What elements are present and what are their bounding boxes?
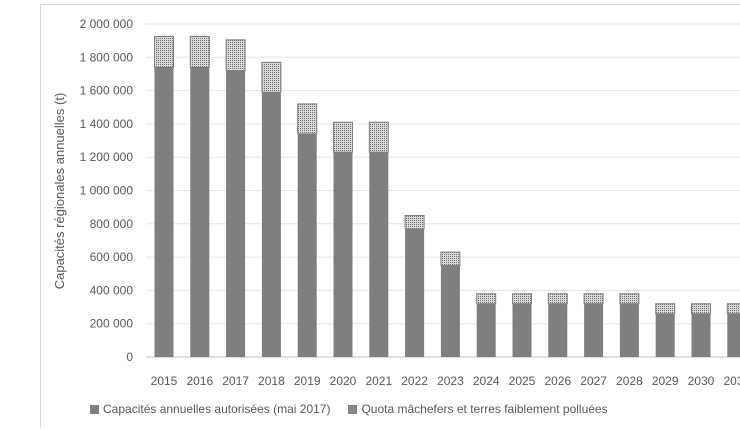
bar-authorized-2017 bbox=[226, 70, 246, 358]
x-tick-label: 2017 bbox=[222, 374, 249, 388]
x-tick-label: 2018 bbox=[258, 374, 285, 388]
bar-authorized-2020 bbox=[333, 152, 353, 357]
bar-authorized-2029 bbox=[655, 313, 675, 357]
x-tick-label: 2019 bbox=[294, 374, 321, 388]
x-tick-label: 2028 bbox=[616, 374, 643, 388]
y-tick-label: 1 000 000 bbox=[80, 184, 134, 198]
x-tick-label: 2022 bbox=[401, 374, 428, 388]
y-axis-ticks: 0 200 000 400 000 600 000 800 000 1 000 000 1 … bbox=[80, 17, 134, 364]
y-tick-label: 1 800 000 bbox=[80, 50, 134, 64]
bar-quota-2017 bbox=[225, 39, 246, 72]
y-axis-label: Capacités régionales annuelles (t) bbox=[52, 93, 67, 290]
bar-quota-2027 bbox=[583, 293, 604, 305]
x-tick-label: 2027 bbox=[580, 374, 607, 388]
y-tick-label: 1 400 000 bbox=[80, 117, 134, 131]
bar-quota-2030 bbox=[691, 303, 711, 315]
bar-quota-2025 bbox=[512, 293, 532, 305]
x-tick-label: 2016 bbox=[186, 374, 213, 388]
y-tick-label: 200 000 bbox=[90, 317, 134, 331]
y-tick-label: 0 bbox=[126, 350, 133, 364]
bar-authorized-2021 bbox=[369, 152, 389, 357]
y-tick-label: 1 600 000 bbox=[80, 84, 134, 98]
x-axis-ticks: 2015 2016 2017 2018 2019 2020 2021 2022 2023 2024… bbox=[151, 374, 740, 388]
x-tick-label: 2023 bbox=[437, 374, 464, 388]
y-tick-label: 2 000 000 bbox=[80, 17, 134, 31]
bar-authorized-2022 bbox=[405, 228, 425, 357]
bar-authorized-2028 bbox=[619, 303, 639, 357]
bar-quota-2023 bbox=[440, 251, 461, 266]
bar-quota-2024 bbox=[476, 293, 497, 305]
bar-quota-2020 bbox=[333, 121, 353, 153]
legend: Capacités annuelles autorisées (mai 2017… bbox=[90, 402, 608, 416]
bar-authorized-2026 bbox=[548, 303, 568, 357]
bar-quota-2015 bbox=[154, 35, 174, 68]
x-tick-label: 2020 bbox=[330, 374, 357, 388]
bar-authorized-2016 bbox=[190, 67, 210, 357]
legend-item-quota: Quota mâchefers et terres faiblement pol… bbox=[348, 402, 608, 416]
x-tick-label: 2031 bbox=[723, 374, 740, 388]
bar-authorized-2030 bbox=[691, 313, 711, 357]
bar-quota-2028 bbox=[619, 293, 640, 305]
bar-quota-2031 bbox=[726, 303, 740, 315]
bar-authorized-2019 bbox=[297, 133, 317, 357]
y-tick-label: 400 000 bbox=[90, 283, 134, 297]
x-tick-label: 2015 bbox=[151, 374, 178, 388]
bar-authorized-2023 bbox=[440, 265, 460, 357]
bar-authorized-2031 bbox=[727, 313, 740, 357]
legend-swatch-pattern bbox=[348, 404, 358, 414]
x-tick-label: 2021 bbox=[365, 374, 392, 388]
chart-frame-top bbox=[40, 4, 740, 5]
bar-chart: 0 200 000 400 000 600 000 800 000 1 000 000 1 … bbox=[52, 17, 740, 388]
bar-quota-2026 bbox=[547, 293, 568, 305]
bar-quota-2018 bbox=[261, 61, 282, 93]
bar-authorized-2025 bbox=[512, 303, 532, 357]
chart-frame-left bbox=[40, 4, 41, 428]
legend-item-authorized: Capacités annuelles autorisées (mai 2017… bbox=[90, 402, 330, 416]
y-tick-label: 1 200 000 bbox=[80, 150, 134, 164]
bar-authorized-2018 bbox=[261, 92, 281, 357]
bar-quota-2022 bbox=[404, 214, 425, 230]
bar-quota-2016 bbox=[189, 35, 210, 68]
x-tick-label: 2024 bbox=[473, 374, 500, 388]
bars bbox=[154, 35, 740, 358]
legend-label-quota: Quota mâchefers et terres faiblement pol… bbox=[361, 402, 608, 416]
bar-authorized-2015 bbox=[154, 67, 174, 357]
legend-swatch-solid bbox=[90, 404, 99, 414]
bar-authorized-2024 bbox=[476, 303, 496, 357]
x-tick-label: 2025 bbox=[509, 374, 536, 388]
x-tick-label: 2030 bbox=[688, 374, 715, 388]
bar-authorized-2027 bbox=[584, 303, 604, 357]
bar-quota-2029 bbox=[655, 303, 676, 315]
bar-quota-2021 bbox=[368, 121, 389, 153]
bar-quota-2019 bbox=[297, 103, 318, 135]
x-tick-label: 2029 bbox=[652, 374, 679, 388]
legend-label-authorized: Capacités annuelles autorisées (mai 2017… bbox=[103, 402, 331, 416]
x-tick-label: 2026 bbox=[544, 374, 571, 388]
y-tick-label: 600 000 bbox=[90, 250, 134, 264]
y-tick-label: 800 000 bbox=[90, 217, 134, 231]
